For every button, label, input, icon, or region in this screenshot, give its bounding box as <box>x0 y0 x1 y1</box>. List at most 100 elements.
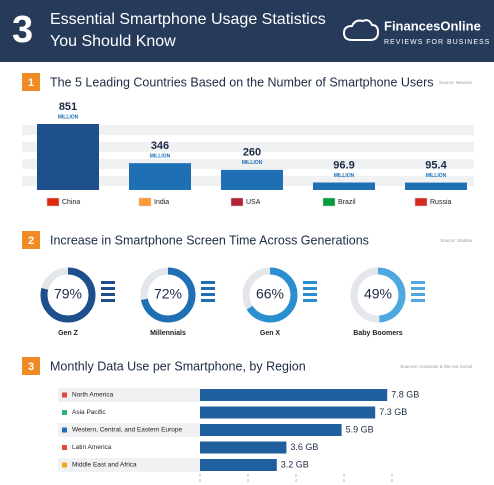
value-label: 7.8 GB <box>391 389 419 399</box>
donut-arc <box>350 267 406 323</box>
icon-line <box>411 299 425 302</box>
section-number-box <box>22 231 40 249</box>
donut-arc <box>40 267 96 323</box>
category-label: Russia <box>430 199 452 206</box>
category-label: China <box>62 199 80 206</box>
row-band <box>58 440 200 455</box>
row-band <box>58 458 200 472</box>
icon-line <box>303 293 317 296</box>
bar <box>37 124 99 190</box>
flag <box>46 197 60 207</box>
bar <box>313 182 375 190</box>
category-label: USA <box>246 199 261 206</box>
category-label: Western, Central, and Eastern Europe <box>72 427 182 434</box>
x-tick-label: 0 <box>199 478 202 483</box>
source: Source: Statista <box>440 238 472 243</box>
category-label: Baby Boomers <box>353 330 403 337</box>
icon-line <box>101 287 115 290</box>
value-label: 5.9 GB <box>346 424 374 434</box>
x-tick-label: 8 <box>391 478 394 483</box>
flag <box>138 197 152 207</box>
category-marker <box>62 462 67 468</box>
unit-label: MILLION <box>334 173 355 179</box>
unit-label: MILLION <box>150 153 171 159</box>
source: Source: Newzoo <box>439 80 473 85</box>
row-band <box>58 405 200 420</box>
value-label: 79% <box>54 286 82 302</box>
flag <box>230 197 244 207</box>
row-band <box>58 388 200 402</box>
value-label: 95.4 <box>425 160 447 172</box>
section-number: 2 <box>28 235 34 247</box>
icon-line <box>101 299 115 302</box>
category-label: Latin America <box>72 444 112 451</box>
bar <box>200 441 287 454</box>
category-marker <box>62 427 67 433</box>
unit-label: MILLION <box>58 114 79 120</box>
flag <box>322 197 336 207</box>
icon-line <box>201 281 215 284</box>
value-label: 851 <box>59 101 77 113</box>
value-label: 7.3 GB <box>379 407 407 417</box>
section-number: 1 <box>28 77 34 89</box>
icon-line <box>411 281 425 284</box>
icon-line <box>101 281 115 284</box>
bar <box>200 406 376 419</box>
brand-name: FinancesOnline <box>384 18 481 33</box>
row-band <box>58 423 200 437</box>
unit-label: MILLION <box>426 173 447 179</box>
flag <box>414 197 428 207</box>
header-band <box>0 0 494 62</box>
category-label: Brazil <box>338 199 356 206</box>
value-label: 260 <box>243 147 261 159</box>
icon-line <box>201 299 215 302</box>
category-label: Asia Pacific <box>72 409 106 416</box>
unit-label: MILLION <box>242 160 263 166</box>
header-number: 3 <box>12 9 33 51</box>
stripe <box>22 142 474 152</box>
section-title: Monthly Data Use per Smartphone, by Regi… <box>50 359 306 373</box>
icon-line <box>303 299 317 302</box>
bar <box>200 459 277 471</box>
donut-arc <box>140 267 196 323</box>
icon-line <box>411 287 425 290</box>
source: Sources: Hootsuite & We Are Social <box>400 364 472 369</box>
bar <box>200 424 342 436</box>
value-label: 72% <box>154 286 182 302</box>
value-label: 346 <box>151 140 169 152</box>
category-label: Gen Z <box>58 330 79 337</box>
value-label: 49% <box>364 286 392 302</box>
category-marker <box>62 445 67 450</box>
header-title: Essential Smartphone Usage Statistics <box>50 11 326 28</box>
value-label: 3.6 GB <box>290 442 318 452</box>
section-number-box <box>22 357 40 375</box>
section-title: Increase in Smartphone Screen Time Acros… <box>50 233 369 247</box>
bar <box>129 163 191 190</box>
value-label: 3.2 GB <box>281 459 309 469</box>
category-label: Millennials <box>150 330 186 337</box>
section-number: 3 <box>28 361 34 373</box>
bar <box>405 182 467 190</box>
category-label: Gen X <box>260 330 281 337</box>
bar <box>200 389 388 401</box>
icon-line <box>201 287 215 290</box>
x-tick-label: 2 <box>247 478 250 483</box>
x-tick-label: 6 <box>343 478 346 483</box>
stripe <box>22 125 474 135</box>
icon-line <box>201 293 215 296</box>
category-marker <box>62 410 67 415</box>
stripe <box>22 159 474 169</box>
brand-logo <box>342 19 380 41</box>
section-number-box <box>22 73 40 91</box>
category-marker <box>62 392 67 398</box>
bar <box>221 169 283 190</box>
category-label: India <box>154 199 169 206</box>
header-title: You Should Know <box>50 33 176 50</box>
category-label: North America <box>72 392 114 399</box>
value-label: 66% <box>256 286 284 302</box>
brand-tagline: REVIEWS FOR BUSINESS <box>384 39 490 46</box>
icon-line <box>303 287 317 290</box>
donut-arc <box>242 267 298 323</box>
icon-line <box>303 281 317 284</box>
